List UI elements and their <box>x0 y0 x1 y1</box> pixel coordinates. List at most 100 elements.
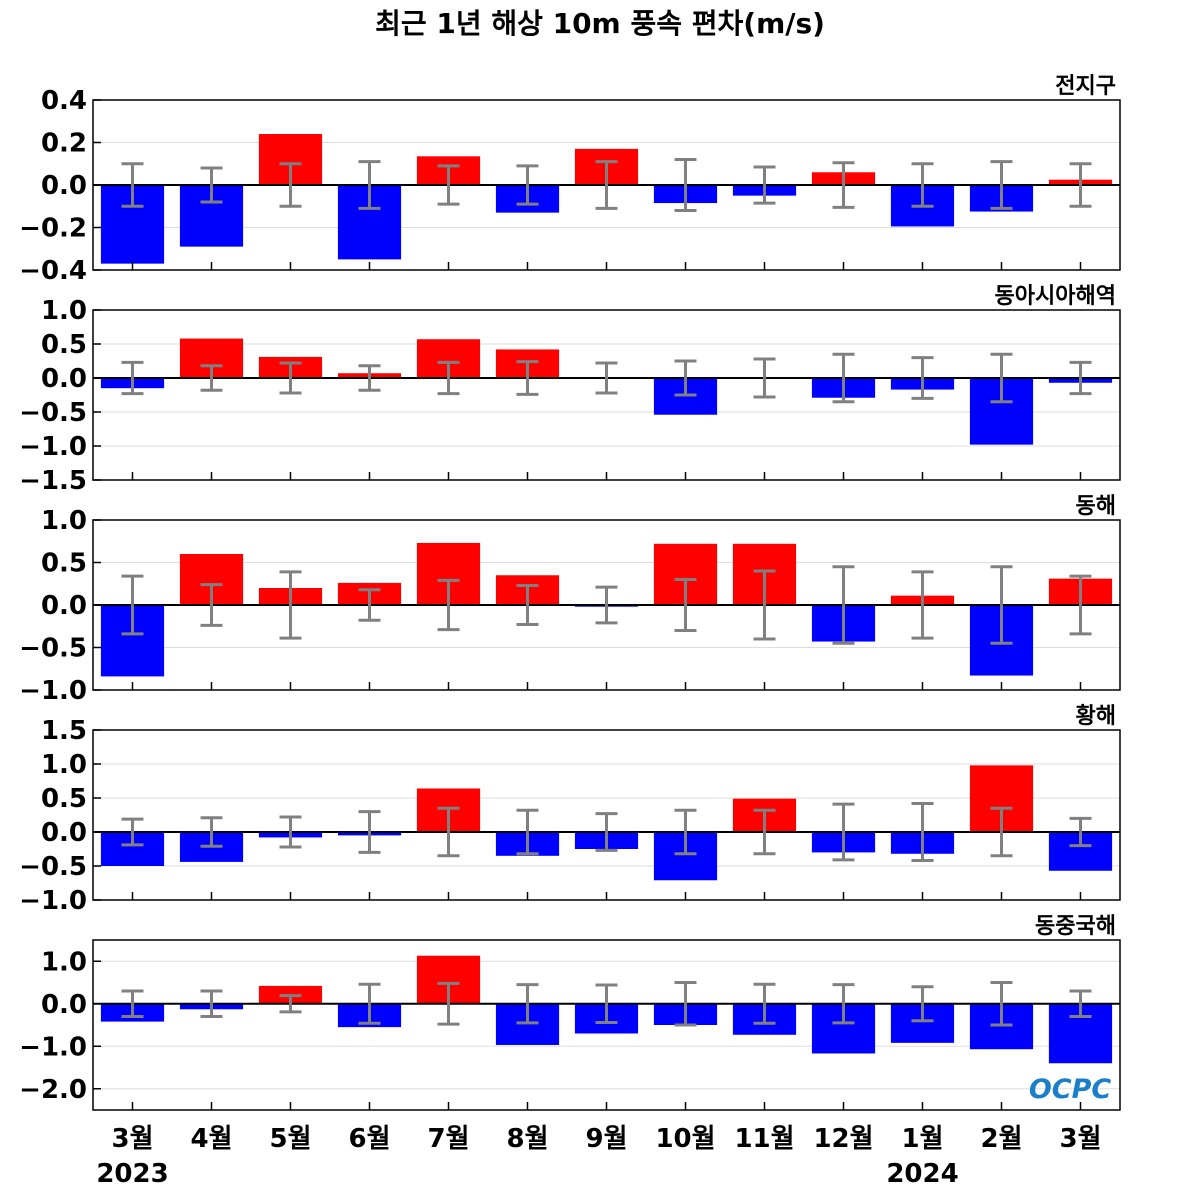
y-tick-label: 1.0 <box>41 506 87 536</box>
x-tick-label: 7월 <box>427 1124 469 1154</box>
panel-title: 황해 <box>1076 704 1116 729</box>
y-tick-label: −1.0 <box>19 886 87 916</box>
panel-2: 1.0 0.5 0.0 −0.5 −1.0 −1.5 동아시아해역 <box>19 284 1121 496</box>
panel-1: 0.4 0.2 0.0 −0.2 −0.4 전지구 <box>19 74 1121 286</box>
error-bar <box>279 361 302 395</box>
y-tick-label: 1.0 <box>41 296 87 326</box>
error-bar <box>200 989 223 1018</box>
error-bar <box>832 983 855 1025</box>
error-bar <box>358 982 381 1025</box>
y-tick-label: −1.5 <box>19 466 87 496</box>
y-tick-label: −2.0 <box>19 1075 87 1105</box>
panel-frame <box>92 99 1121 271</box>
error-bar <box>753 982 776 1025</box>
y-tick-label: 0.0 <box>41 990 87 1020</box>
error-bar <box>674 981 697 1027</box>
error-bar <box>674 578 697 632</box>
error-bar <box>911 985 934 1023</box>
error-bar <box>358 588 381 622</box>
error-bar <box>200 364 223 392</box>
panel-title: 동아시아해역 <box>995 284 1116 309</box>
error-bar <box>832 565 855 645</box>
error-bar <box>121 817 144 847</box>
error-bar <box>674 359 697 397</box>
error-bar <box>595 983 618 1024</box>
error-bar <box>516 583 539 627</box>
panel-frame <box>92 939 1121 1111</box>
error-bar <box>674 158 697 212</box>
error-bar <box>832 161 855 209</box>
y-tick-label: 0.2 <box>41 129 87 159</box>
panel-title: 동중국해 <box>1035 914 1116 939</box>
y-tick-label: 1.0 <box>41 947 87 977</box>
error-bar <box>121 360 144 396</box>
error-bar <box>1069 162 1092 208</box>
error-bar <box>200 816 223 848</box>
error-bar <box>437 981 460 1026</box>
error-bar <box>358 364 381 392</box>
error-bar <box>279 570 302 640</box>
error-bar <box>358 160 381 210</box>
y-tick-label: 1.5 <box>41 716 87 746</box>
panel-3: 1.0 0.5 0.0 −0.5 −1.0 동해 <box>19 494 1121 706</box>
x-axis: 3월 4월 5월 6월 7월 8월 9월 10월 11월 12월 1월 2월 3월 2023 2024 <box>96 1124 1101 1189</box>
ocpc-logo: OCPC <box>1029 1074 1112 1105</box>
y-tick-label: 0.0 <box>41 818 87 848</box>
error-bar <box>1069 574 1092 636</box>
y-tick-label: 0.0 <box>41 364 87 394</box>
error-bar <box>437 164 460 206</box>
y-tick-label: 0.5 <box>41 330 87 360</box>
error-bar <box>279 162 302 208</box>
panel-frame <box>92 519 1121 691</box>
error-bar <box>121 989 144 1018</box>
error-bar <box>911 570 934 640</box>
error-bar <box>595 812 618 852</box>
error-bar <box>990 160 1013 210</box>
y-tick-label: 0.5 <box>41 549 87 579</box>
x-tick-label: 2월 <box>980 1124 1022 1154</box>
panel-frame <box>92 309 1121 481</box>
x-tick-label: 6월 <box>348 1124 390 1154</box>
year-label: 2023 <box>96 1159 168 1189</box>
error-bar <box>753 165 776 205</box>
ocpc-logo-text: OCPC <box>1029 1074 1112 1105</box>
year-label: 2024 <box>886 1159 958 1189</box>
error-bar <box>595 585 618 625</box>
error-bar <box>832 352 855 404</box>
x-tick-label: 11월 <box>734 1124 794 1154</box>
error-bar <box>437 806 460 858</box>
y-tick-label: 0.4 <box>41 86 87 116</box>
error-bar <box>753 569 776 641</box>
x-tick-label: 8월 <box>506 1124 548 1154</box>
y-tick-label: −0.5 <box>19 852 87 882</box>
y-tick-label: 1.0 <box>41 750 87 780</box>
error-bar <box>200 583 223 627</box>
error-bar <box>753 357 776 399</box>
x-tick-label: 9월 <box>585 1124 627 1154</box>
error-bar <box>595 361 618 395</box>
error-bar <box>516 808 539 856</box>
error-bar <box>674 808 697 856</box>
error-bar <box>1069 816 1092 848</box>
error-bar <box>516 360 539 396</box>
error-bar <box>1069 989 1092 1018</box>
x-tick-label: 4월 <box>190 1124 232 1154</box>
error-bar <box>595 160 618 210</box>
y-tick-label: −0.5 <box>19 398 87 428</box>
error-bar <box>121 162 144 208</box>
x-tick-label: 1월 <box>901 1124 943 1154</box>
error-bar <box>437 578 460 632</box>
error-bar <box>437 360 460 396</box>
panel-background <box>93 310 1120 480</box>
y-tick-label: −1.0 <box>19 1032 87 1062</box>
panel-title: 전지구 <box>1055 74 1116 99</box>
error-bar <box>200 166 223 204</box>
y-tick-label: 0.0 <box>41 591 87 621</box>
x-tick-label: 10월 <box>655 1124 715 1154</box>
y-tick-label: −0.2 <box>19 214 87 244</box>
y-tick-label: 0.0 <box>41 171 87 201</box>
x-tick-label: 5월 <box>269 1124 311 1154</box>
panel-4: 1.5 1.0 0.5 0.0 −0.5 −1.0 황해 <box>19 704 1121 916</box>
error-bar <box>911 356 934 400</box>
